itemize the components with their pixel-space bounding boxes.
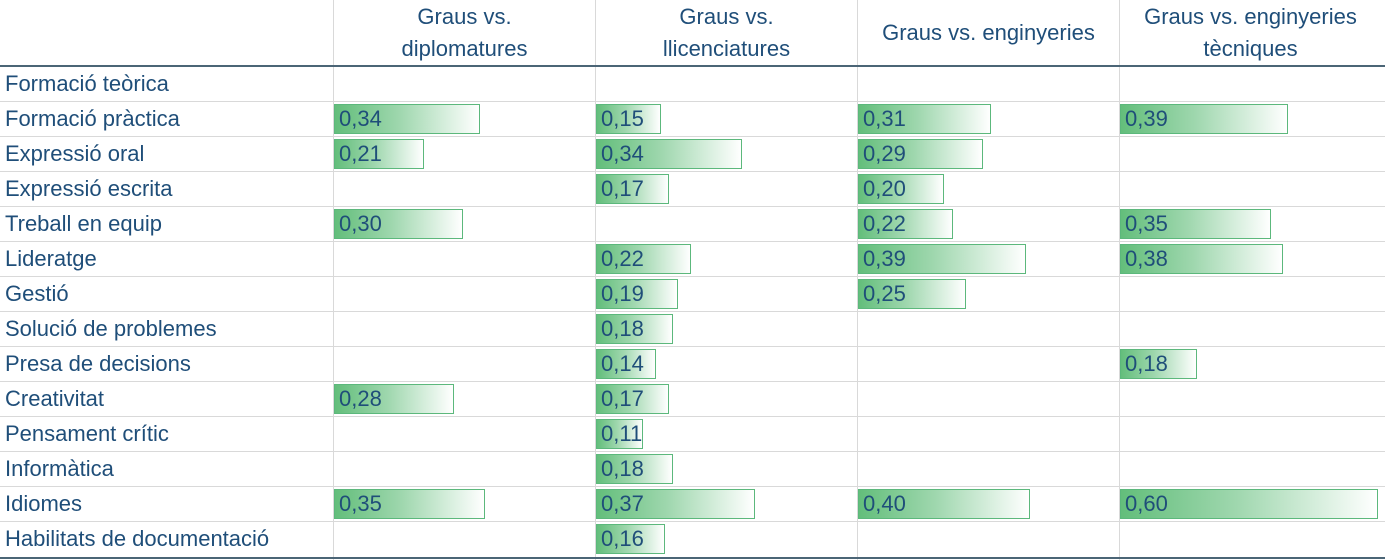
row-divider — [0, 346, 1385, 347]
data-value: 0,19 — [601, 281, 644, 306]
row-label: Formació teòrica — [5, 71, 169, 96]
row-divider — [0, 416, 1385, 417]
data-value: 0,34 — [339, 106, 382, 131]
data-bar — [596, 489, 755, 519]
column-separator — [1119, 0, 1120, 560]
row-divider — [0, 521, 1385, 522]
row-label: Habilitats de documentació — [5, 526, 270, 551]
row-divider — [0, 101, 1385, 102]
row-divider — [0, 206, 1385, 207]
data-value: 0,22 — [601, 246, 644, 271]
data-value: 0,18 — [601, 456, 644, 481]
data-bar — [596, 524, 665, 554]
data-value: 0,17 — [601, 176, 644, 201]
data-value: 0,29 — [863, 141, 906, 166]
data-value: 0,35 — [339, 491, 382, 516]
column-separator — [857, 0, 858, 560]
row-label: Treball en equip — [5, 211, 162, 236]
data-value: 0,35 — [1125, 211, 1168, 236]
data-bar — [596, 104, 661, 134]
row-label: Formació pràctica — [5, 106, 180, 131]
data-bar — [596, 384, 669, 414]
row-label: Solució de problemes — [5, 316, 217, 341]
column-separator — [595, 0, 596, 560]
data-bar — [858, 104, 991, 134]
header-border — [0, 65, 1385, 67]
column-header: Graus vs. diplomatures — [401, 4, 528, 61]
data-bar — [858, 279, 966, 309]
data-value: 0,22 — [863, 211, 906, 236]
data-bar — [596, 139, 742, 169]
row-label: Presa de decisions — [5, 351, 191, 376]
data-bar — [1120, 244, 1283, 274]
data-value: 0,18 — [1125, 351, 1168, 376]
data-bar — [334, 384, 454, 414]
data-bar — [858, 139, 983, 169]
data-bar — [334, 104, 480, 134]
row-divider — [0, 486, 1385, 487]
row-label: Expressió escrita — [5, 176, 173, 201]
data-value: 0,39 — [1125, 106, 1168, 131]
data-bar — [334, 209, 463, 239]
data-bar — [858, 209, 953, 239]
data-bar — [858, 244, 1026, 274]
row-divider — [0, 311, 1385, 312]
data-bar — [596, 174, 669, 204]
data-value: 0,11 — [601, 421, 643, 446]
data-value: 0,39 — [863, 246, 906, 271]
data-bar — [1120, 209, 1271, 239]
data-value: 0,18 — [601, 316, 644, 341]
column-separator — [333, 0, 334, 560]
data-bar — [1120, 349, 1197, 379]
row-label: Pensament crític — [5, 421, 169, 446]
data-bar — [334, 489, 485, 519]
data-bar — [334, 139, 424, 169]
row-label: Expressió oral — [5, 141, 145, 166]
row-label: Gestió — [5, 281, 69, 306]
data-bar — [596, 349, 656, 379]
row-divider — [0, 276, 1385, 277]
column-header: Graus vs. enginyeries — [882, 20, 1095, 45]
table-bottom-border — [0, 557, 1385, 559]
data-bar — [596, 454, 673, 484]
data-value: 0,14 — [601, 351, 644, 376]
data-value: 0,17 — [601, 386, 644, 411]
row-label: Informàtica — [5, 456, 114, 481]
data-value: 0,25 — [863, 281, 906, 306]
data-value: 0,37 — [601, 491, 644, 516]
data-value: 0,40 — [863, 491, 906, 516]
data-bar — [596, 244, 691, 274]
row-divider — [0, 171, 1385, 172]
data-bar — [1120, 104, 1288, 134]
data-bar — [596, 314, 673, 344]
data-value: 0,20 — [863, 176, 906, 201]
data-value: 0,60 — [1125, 491, 1168, 516]
data-value: 0,38 — [1125, 246, 1168, 271]
data-value: 0,15 — [601, 106, 644, 131]
data-bar — [596, 279, 678, 309]
data-value: 0,16 — [601, 526, 644, 551]
row-label: Idiomes — [5, 491, 83, 516]
row-label: Lideratge — [5, 246, 97, 271]
data-value: 0,28 — [339, 386, 382, 411]
row-divider — [0, 381, 1385, 382]
data-bar — [1120, 489, 1378, 519]
data-bar — [858, 174, 944, 204]
data-bar — [596, 419, 643, 449]
data-value: 0,31 — [863, 106, 906, 131]
row-divider — [0, 136, 1385, 137]
data-value: 0,34 — [601, 141, 644, 166]
row-divider — [0, 451, 1385, 452]
data-value: 0,21 — [339, 141, 382, 166]
data-bar — [858, 489, 1030, 519]
column-header: Graus vs. llicenciatures — [662, 4, 791, 61]
row-label: Creativitat — [5, 386, 105, 411]
column-header: Graus vs. enginyeries tècniques — [1144, 4, 1357, 61]
data-value: 0,30 — [339, 211, 382, 236]
row-divider — [0, 241, 1385, 242]
